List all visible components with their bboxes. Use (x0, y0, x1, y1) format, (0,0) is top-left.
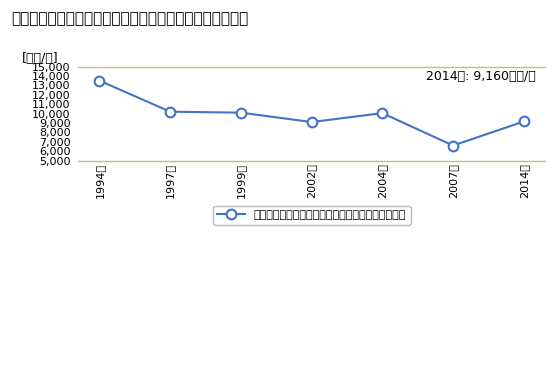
Legend: 飲食料品卸売業の従業者一人当たり年間商品販売額: 飲食料品卸売業の従業者一人当たり年間商品販売額 (213, 206, 410, 225)
Text: 2014年: 9,160万円/人: 2014年: 9,160万円/人 (426, 70, 536, 83)
飲食料品卸売業の従業者一人当たり年間商品販売額 (520, 119, 527, 124)
飲食料品卸売業の従業者一人当たり年間商品販売額 (450, 143, 456, 148)
Line: 飲食料品卸売業の従業者一人当たり年間商品販売額: 飲食料品卸売業の従業者一人当たり年間商品販売額 (95, 76, 529, 150)
飲食料品卸売業の従業者一人当たり年間商品販売額 (308, 120, 315, 124)
Text: 飲食料品卸売業の従業者一人当たり年間商品販売額の推移: 飲食料品卸売業の従業者一人当たり年間商品販売額の推移 (11, 11, 249, 26)
飲食料品卸売業の従業者一人当たり年間商品販売額 (379, 111, 386, 115)
飲食料品卸売業の従業者一人当たり年間商品販売額 (96, 78, 103, 83)
飲食料品卸売業の従業者一人当たり年間商品販売額 (167, 109, 174, 114)
Text: [万円/人]: [万円/人] (22, 52, 59, 65)
飲食料品卸売業の従業者一人当たり年間商品販売額 (237, 111, 244, 115)
